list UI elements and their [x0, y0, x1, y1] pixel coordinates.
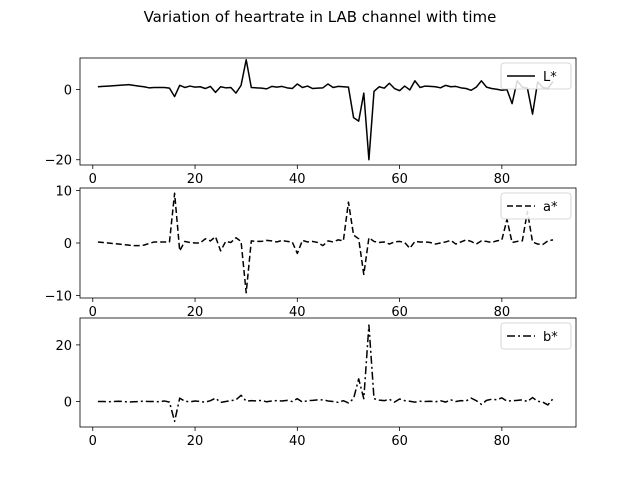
x-tick-label: 40	[289, 172, 306, 187]
series-line-L*	[97, 59, 554, 161]
x-tick-label: 0	[89, 172, 97, 187]
x-tick-label: 80	[494, 172, 511, 187]
x-tick-label: 80	[494, 305, 511, 320]
series-line-b*	[97, 324, 554, 423]
x-tick-label: 60	[391, 434, 408, 449]
x-tick-label: 20	[187, 305, 204, 320]
x-tick-label: 80	[494, 434, 511, 449]
axes-frame	[79, 317, 577, 428]
legend: a*	[500, 192, 572, 220]
y-tick-label: 20	[55, 339, 72, 354]
y-tick-label: 10	[55, 185, 72, 200]
legend: b*	[500, 322, 572, 350]
legend-label: a*	[543, 200, 558, 215]
y-tick-label: 0	[64, 84, 72, 99]
series-line-a*	[97, 192, 554, 294]
y-tick-label: 0	[64, 396, 72, 411]
axes-frame	[79, 57, 577, 166]
x-tick-label: 20	[187, 434, 204, 449]
legend: L*	[500, 62, 572, 90]
x-tick-label: 40	[289, 305, 306, 320]
x-tick-label: 20	[187, 172, 204, 187]
subplot-1: 0 20 40 60 80 −20 0 L*	[45, 57, 577, 187]
legend-label: L*	[543, 70, 557, 85]
x-tick-label: 60	[391, 172, 408, 187]
subplots: 0 20 40 60 80 −20 0 L* 0 20 40 60 80 −10 0 10 a* 0 20 40 60 8…	[45, 57, 577, 449]
y-tick-label: 0	[64, 237, 72, 252]
x-tick-label: 60	[391, 305, 408, 320]
chart-title: Variation of heartrate in LAB channel wi…	[144, 8, 497, 26]
x-tick-label: 40	[289, 434, 306, 449]
legend-box	[500, 192, 572, 220]
x-tick-label: 0	[89, 305, 97, 320]
y-tick-label: −10	[45, 289, 72, 304]
legend-box	[500, 322, 572, 350]
legend-label: b*	[543, 330, 558, 345]
subplot-3: 0 20 40 60 80 0 20 b*	[55, 317, 577, 449]
legend-box	[500, 62, 572, 90]
y-tick-label: −20	[45, 154, 72, 169]
subplot-2: 0 20 40 60 80 −10 0 10 a*	[45, 185, 577, 320]
x-tick-label: 0	[89, 434, 97, 449]
